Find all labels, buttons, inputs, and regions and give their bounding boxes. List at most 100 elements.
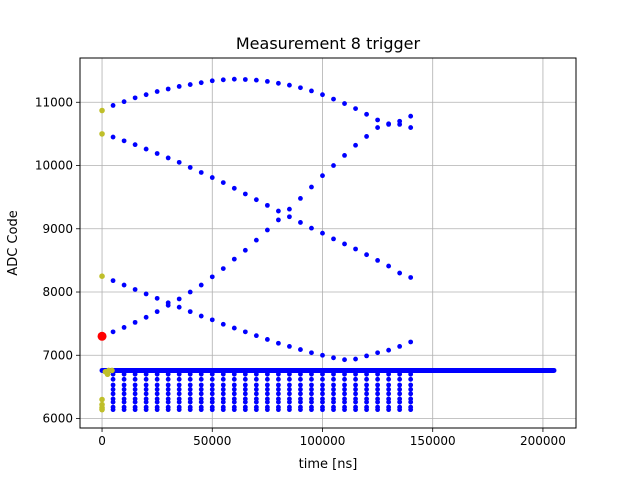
y-tick-label: 10000 (35, 159, 73, 173)
row-point (276, 371, 281, 377)
chart-title: Measurement 8 trigger (236, 34, 421, 53)
row-point (386, 407, 392, 413)
row-point (364, 376, 369, 382)
row-point (276, 399, 281, 405)
row-point (298, 387, 303, 392)
row-point (298, 391, 303, 397)
row-point (187, 371, 193, 377)
x-axis-label: time [ns] (299, 457, 358, 472)
row-point (110, 391, 116, 397)
row-point (253, 399, 259, 405)
curve-point (331, 163, 336, 168)
trigger-point (97, 331, 107, 341)
row-point (242, 399, 248, 405)
row-point (110, 399, 116, 405)
curve-point (264, 227, 270, 233)
row-point (132, 376, 138, 382)
row-point (198, 407, 204, 413)
curve-point (242, 329, 248, 335)
row-point (320, 399, 325, 405)
row-point (143, 407, 149, 413)
row-point (309, 376, 314, 382)
row-point (264, 399, 270, 405)
curve-point (253, 77, 259, 83)
curve-point (242, 191, 248, 197)
row-point (408, 399, 414, 405)
curve-point (342, 101, 347, 106)
row-point (176, 407, 182, 413)
curve-point (309, 350, 314, 356)
row-point (198, 376, 204, 382)
row-point (264, 407, 270, 413)
row-point (408, 371, 414, 377)
curve-point (276, 80, 281, 86)
row-point (397, 376, 403, 382)
y-tick-label: 8000 (42, 285, 73, 299)
row-point (220, 387, 226, 392)
curve-point (198, 170, 204, 175)
row-point (375, 387, 380, 392)
row-point (154, 399, 160, 405)
row-point (287, 399, 292, 405)
row-point (154, 387, 160, 392)
curve-point (154, 89, 160, 94)
curve-point (110, 278, 116, 284)
curve-point (309, 88, 314, 94)
row-point (298, 382, 303, 388)
row-point (408, 391, 414, 397)
row-point (198, 387, 204, 392)
row-point (209, 382, 215, 388)
row-point (342, 387, 347, 392)
curve-point (287, 206, 292, 212)
row-point (154, 371, 160, 377)
curve-point (121, 325, 127, 330)
row-point (220, 399, 226, 405)
curve-point (198, 313, 204, 319)
row-point (165, 382, 171, 388)
initial-point (99, 107, 105, 114)
initial-point (109, 367, 115, 374)
row-point (242, 371, 248, 377)
curve-point (353, 106, 358, 111)
curve-point (121, 138, 127, 144)
row-point (287, 407, 292, 413)
curve-point (121, 99, 127, 105)
curve-point (110, 329, 116, 335)
curve-point (132, 287, 138, 292)
row-point (320, 371, 325, 377)
grid-lines (80, 58, 576, 428)
y-axis-label: ADC Code (6, 210, 21, 275)
row-point (375, 371, 380, 377)
row-point (375, 391, 380, 397)
row-point (375, 376, 380, 382)
row-point (264, 387, 270, 392)
curve-point (298, 85, 303, 91)
curve-point (209, 274, 215, 280)
initial-point (104, 371, 111, 378)
row-point (276, 376, 281, 382)
curve-point (220, 321, 226, 327)
row-point (242, 376, 248, 382)
curve-point (375, 350, 380, 356)
curve-point (375, 257, 380, 263)
plot-frame (79, 57, 577, 429)
row-point (220, 382, 226, 388)
row-point (220, 376, 226, 382)
row-point (209, 399, 215, 405)
plot-points (97, 76, 557, 413)
curve-point (353, 246, 358, 252)
row-point (121, 391, 127, 397)
curve-point (253, 197, 259, 203)
row-point (121, 407, 127, 413)
row-point (176, 387, 182, 392)
row-point (364, 407, 369, 413)
row-point (364, 391, 369, 397)
curve-point (342, 357, 347, 363)
row-point (187, 387, 193, 392)
row-point (353, 376, 358, 382)
axis-ticks: 0 50000 100000 150000 200000 6000 7000 8000 9000… (35, 95, 566, 448)
curve-point (287, 344, 292, 349)
row-point (132, 391, 138, 397)
initial-point (99, 406, 105, 413)
curve-point (187, 309, 193, 315)
